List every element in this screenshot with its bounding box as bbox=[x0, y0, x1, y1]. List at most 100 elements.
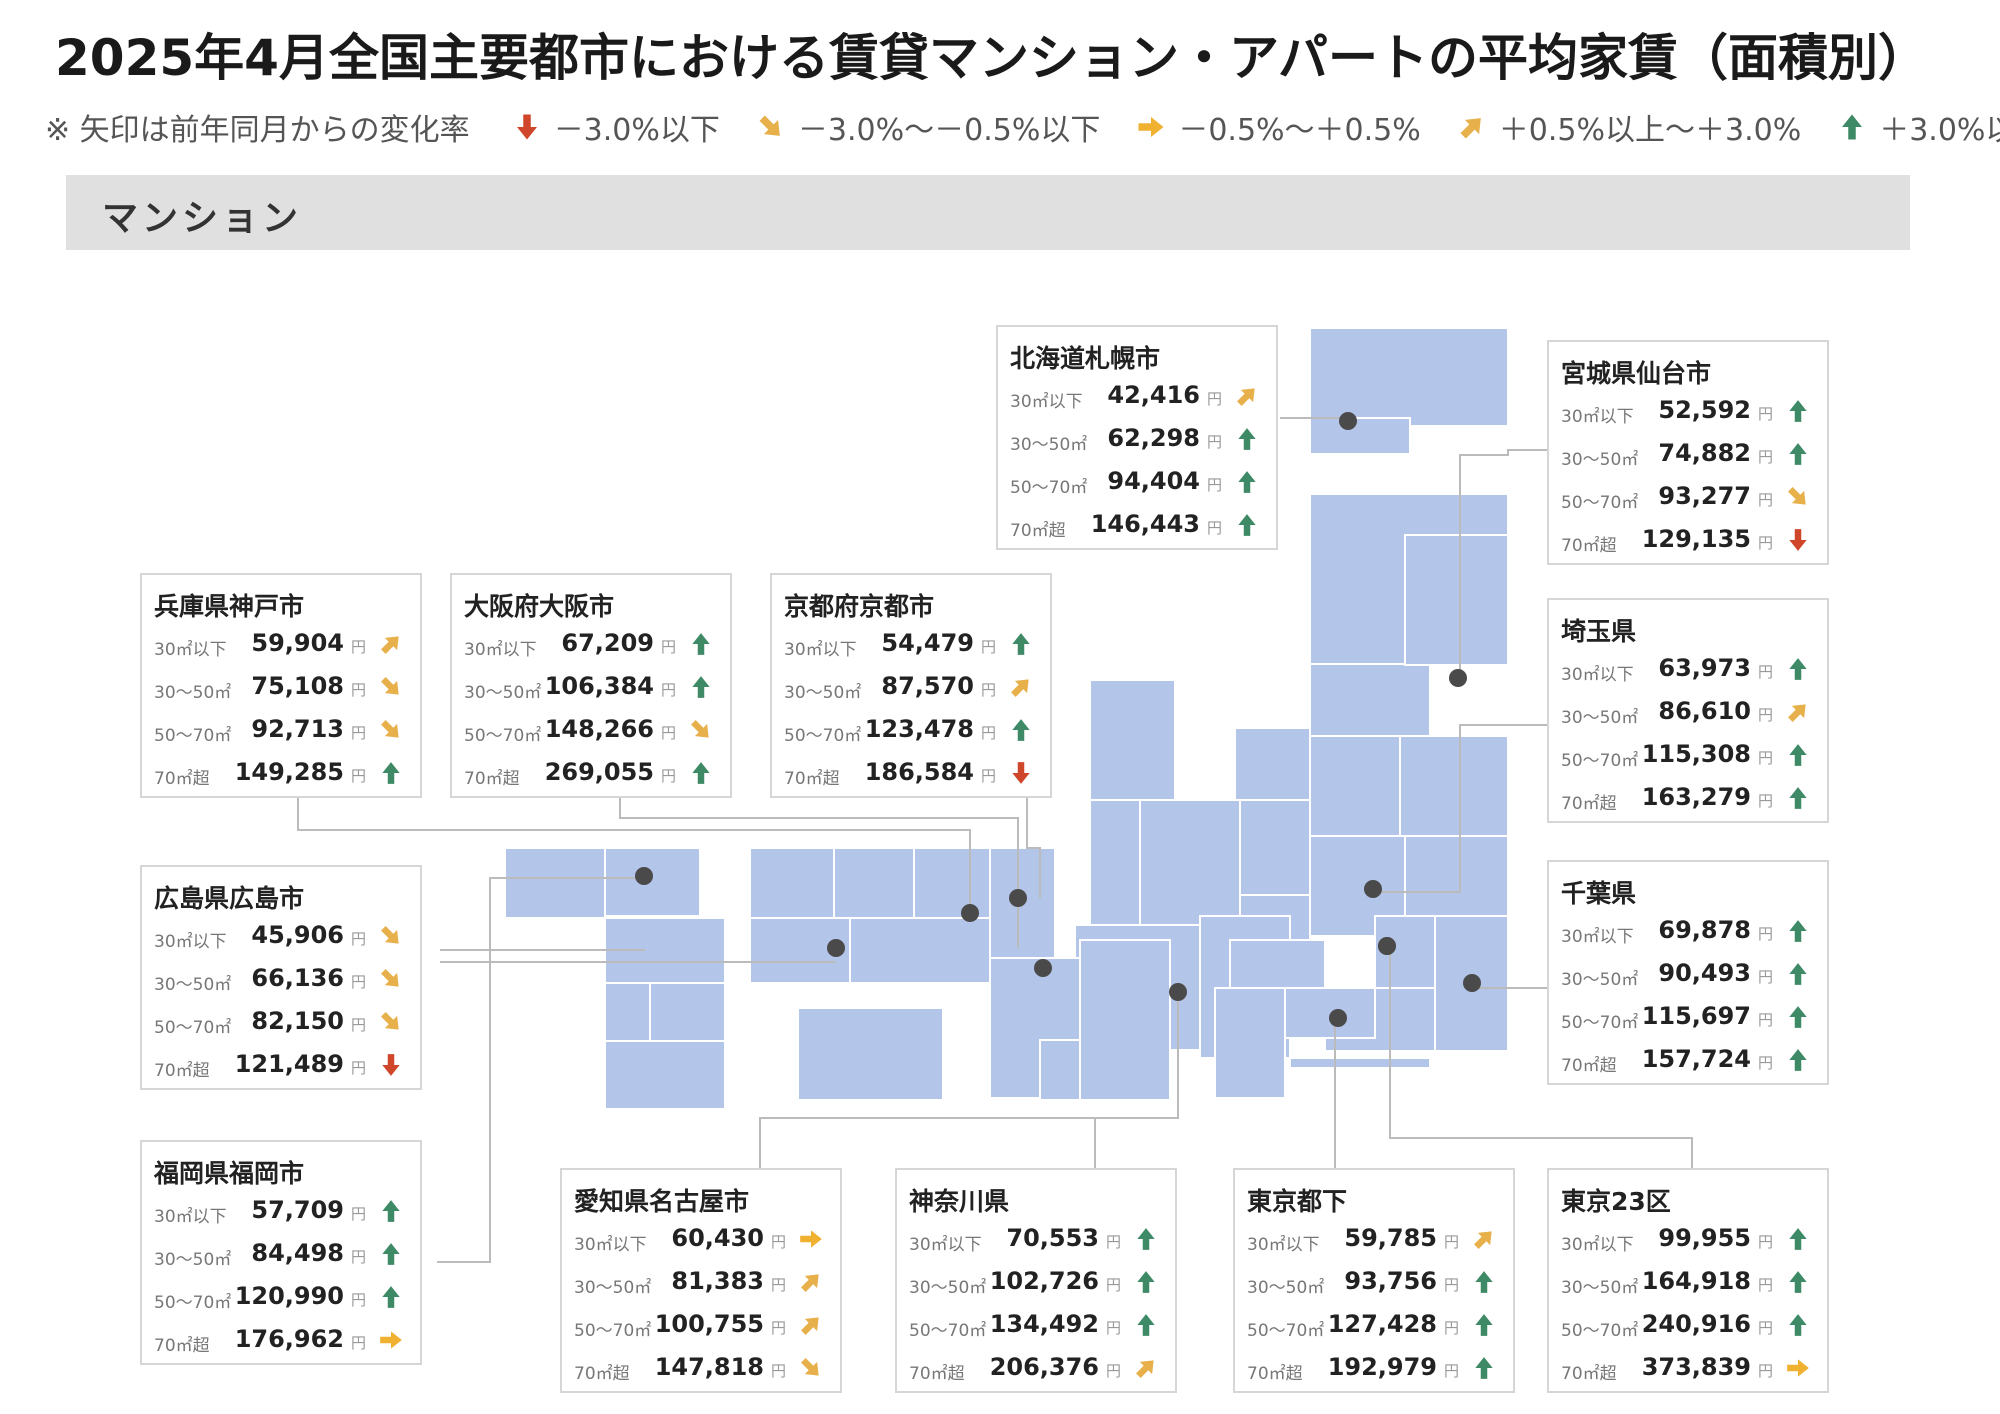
rent-row: 70㎡超 373,839 円 bbox=[1561, 1351, 1821, 1387]
legend-item-down: －3.0%以下 bbox=[512, 105, 720, 149]
rent-value: 123,478 bbox=[864, 715, 974, 743]
rent-value: 66,136 bbox=[251, 964, 344, 992]
rent-value: 106,384 bbox=[544, 672, 654, 700]
arrow-up-right-icon bbox=[1460, 118, 1481, 139]
city-dot bbox=[1009, 889, 1027, 907]
rent-value: 45,906 bbox=[251, 921, 344, 949]
yen-unit: 円 bbox=[660, 681, 676, 699]
prefecture-block bbox=[504, 847, 606, 919]
yen-unit: 円 bbox=[770, 1319, 786, 1337]
connector-line bbox=[297, 798, 971, 918]
rent-value: 93,756 bbox=[1344, 1267, 1437, 1295]
area-label: 70㎡超 bbox=[1561, 1364, 1617, 1384]
area-label: 70㎡超 bbox=[784, 769, 840, 789]
yen-unit: 円 bbox=[770, 1233, 786, 1251]
rent-value: 206,376 bbox=[989, 1353, 1099, 1381]
rent-value: 69,878 bbox=[1658, 916, 1751, 944]
rent-value: 62,298 bbox=[1107, 424, 1200, 452]
yen-unit: 円 bbox=[350, 767, 366, 785]
prefecture-block bbox=[797, 1007, 944, 1101]
arrow-up-icon bbox=[1008, 717, 1034, 743]
yen-unit: 円 bbox=[1757, 534, 1773, 552]
rent-value: 157,724 bbox=[1641, 1045, 1751, 1073]
rent-row: 70㎡超 157,724 円 bbox=[1561, 1043, 1821, 1079]
yen-unit: 円 bbox=[660, 724, 676, 742]
city-dot bbox=[961, 904, 979, 922]
area-label: 30～50㎡ bbox=[909, 1278, 987, 1298]
rent-row: 50～70㎡ 120,990 円 bbox=[154, 1280, 414, 1316]
rent-value: 127,428 bbox=[1327, 1310, 1437, 1338]
rent-value: 54,479 bbox=[881, 629, 974, 657]
area-label: 30～50㎡ bbox=[1247, 1278, 1325, 1298]
rent-value: 60,430 bbox=[671, 1224, 764, 1252]
rent-row: 30㎡以下 70,553 円 bbox=[909, 1222, 1169, 1258]
rent-row: 30㎡以下 42,416 円 bbox=[1010, 379, 1270, 415]
area-label: 50～70㎡ bbox=[1247, 1321, 1325, 1341]
rent-value: 240,916 bbox=[1641, 1310, 1751, 1338]
rent-row: 50～70㎡ 134,492 円 bbox=[909, 1308, 1169, 1344]
area-label: 30～50㎡ bbox=[1561, 708, 1639, 728]
rent-value: 148,266 bbox=[544, 715, 654, 743]
yen-unit: 円 bbox=[350, 1059, 366, 1077]
arrow-up-icon bbox=[1471, 1355, 1497, 1381]
area-label: 30～50㎡ bbox=[784, 683, 862, 703]
yen-unit: 円 bbox=[350, 973, 366, 991]
rent-value: 84,498 bbox=[251, 1239, 344, 1267]
rent-row: 30㎡以下 52,592 円 bbox=[1561, 394, 1821, 430]
arrow-up-icon bbox=[1842, 114, 1863, 140]
prefecture-block bbox=[1284, 987, 1376, 1039]
arrow-down-right-icon bbox=[378, 966, 404, 992]
arrow-up-icon bbox=[1133, 1269, 1159, 1295]
legend-item-up-right: ＋0.5%以上～＋3.0% bbox=[1457, 105, 1801, 149]
yen-unit: 円 bbox=[350, 681, 366, 699]
area-label: 50～70㎡ bbox=[1561, 1013, 1639, 1033]
yen-unit: 円 bbox=[1757, 405, 1773, 423]
yen-unit: 円 bbox=[1757, 925, 1773, 943]
city-dot bbox=[1449, 669, 1467, 687]
city-name: 兵庫県神戸市 bbox=[154, 592, 305, 621]
area-label: 30～50㎡ bbox=[154, 683, 232, 703]
rent-value: 120,990 bbox=[234, 1282, 344, 1310]
city-card: 東京都下 30㎡以下 59,785 円 30～50㎡ 93,756 円 50～70㎡ 127,4… bbox=[1233, 1168, 1515, 1393]
area-label: 30～50㎡ bbox=[1561, 1278, 1639, 1298]
yen-unit: 円 bbox=[660, 767, 676, 785]
rent-row: 30～50㎡ 66,136 円 bbox=[154, 962, 414, 998]
area-label: 50～70㎡ bbox=[1561, 1321, 1639, 1341]
area-label: 30㎡以下 bbox=[1561, 407, 1634, 427]
arrow-up-icon bbox=[1234, 426, 1260, 452]
rent-value: 134,492 bbox=[989, 1310, 1099, 1338]
yen-unit: 円 bbox=[1443, 1276, 1459, 1294]
connector-line bbox=[1375, 724, 1547, 893]
rent-value: 70,553 bbox=[1006, 1224, 1099, 1252]
rent-row: 50～70㎡ 92,713 円 bbox=[154, 713, 414, 749]
arrow-down-icon bbox=[1008, 760, 1034, 786]
yen-unit: 円 bbox=[1105, 1362, 1121, 1380]
arrow-up-icon bbox=[1785, 961, 1811, 987]
yen-unit: 円 bbox=[1757, 1011, 1773, 1029]
yen-unit: 円 bbox=[1443, 1362, 1459, 1380]
city-card: 埼玉県 30㎡以下 63,973 円 30～50㎡ 86,610 円 50～70㎡ 115,30… bbox=[1547, 598, 1829, 823]
rent-row: 50～70㎡ 115,308 円 bbox=[1561, 738, 1821, 774]
arrow-right-icon bbox=[1785, 1355, 1811, 1381]
legend: ※ 矢印は前年同月からの変化率 －3.0%以下 －3.0%～－0.5%以下 －0… bbox=[45, 105, 2000, 149]
city-dot bbox=[1034, 959, 1052, 977]
city-name: 北海道札幌市 bbox=[1010, 344, 1161, 373]
rent-row: 30～50㎡ 93,756 円 bbox=[1247, 1265, 1507, 1301]
connector-line bbox=[437, 877, 645, 1263]
prefecture-block bbox=[1089, 799, 1141, 926]
rent-row: 50～70㎡ 123,478 円 bbox=[784, 713, 1044, 749]
rent-value: 186,584 bbox=[864, 758, 974, 786]
prefecture-block bbox=[1089, 679, 1176, 801]
area-label: 70㎡超 bbox=[154, 769, 210, 789]
area-label: 30㎡以下 bbox=[1010, 392, 1083, 412]
arrow-up-icon bbox=[688, 631, 714, 657]
area-label: 70㎡超 bbox=[464, 769, 520, 789]
arrow-up-icon bbox=[1471, 1269, 1497, 1295]
area-label: 30～50㎡ bbox=[574, 1278, 652, 1298]
rent-row: 30㎡以下 54,479 円 bbox=[784, 627, 1044, 663]
rent-row: 70㎡超 176,962 円 bbox=[154, 1323, 414, 1359]
rent-row: 70㎡超 186,584 円 bbox=[784, 756, 1044, 792]
rent-row: 50～70㎡ 127,428 円 bbox=[1247, 1308, 1507, 1344]
rent-row: 30～50㎡ 86,610 円 bbox=[1561, 695, 1821, 731]
yen-unit: 円 bbox=[770, 1276, 786, 1294]
